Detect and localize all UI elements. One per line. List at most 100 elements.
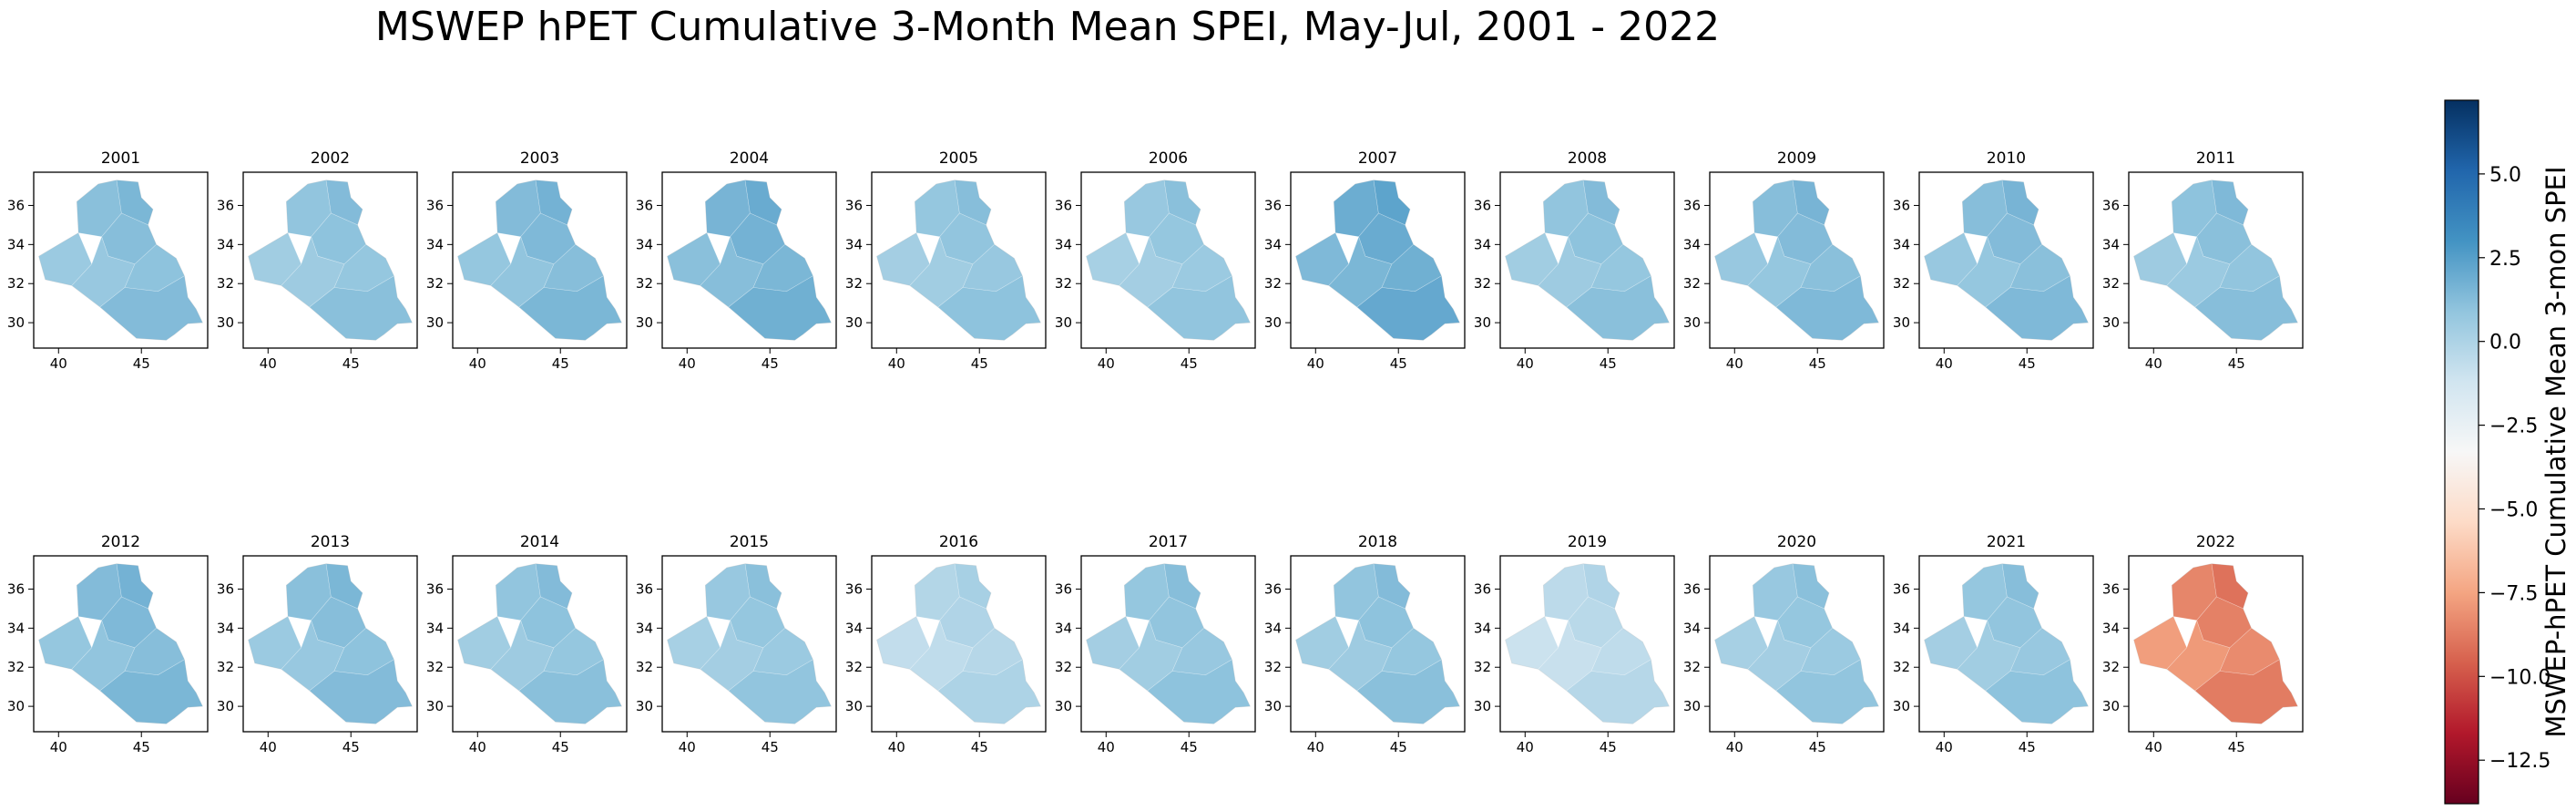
y-tick-label: 32: [2102, 659, 2120, 675]
y-tick-label: 32: [426, 275, 444, 292]
y-tick-label: 34: [1264, 236, 1282, 252]
y-tick-label: 34: [7, 620, 25, 636]
country-outline: [1505, 563, 1671, 724]
colorbar-tick-label: −5.0: [2489, 498, 2538, 521]
colorbar-tick-label: 5.0: [2489, 164, 2521, 187]
country-outline: [1086, 563, 1252, 724]
axes-frame: [1918, 555, 2094, 733]
y-tick-label: 36: [636, 197, 653, 213]
panel-title: 2010: [1987, 149, 2026, 168]
y-tick-label: 30: [1893, 698, 1910, 714]
x-tick-label: 45: [1809, 739, 1826, 755]
y-tick-label: 34: [7, 236, 25, 252]
country-outline: [38, 563, 204, 724]
y-tick-label: 36: [1893, 580, 1910, 597]
panel-title: 2017: [1149, 533, 1188, 551]
axes-frame: [33, 555, 209, 733]
x-tick-label: 45: [552, 355, 569, 372]
panel-title: 2020: [1777, 533, 1816, 551]
panel-title: 2007: [1358, 149, 1397, 168]
x-tick-label: 40: [260, 355, 277, 372]
map-panel-2019: 2019 40 45 30 32 34 36: [1474, 533, 1675, 755]
panel-title: 2006: [1149, 149, 1188, 168]
x-tick-label: 45: [1390, 355, 1407, 372]
axes-frame: [1709, 171, 1885, 349]
axes-frame: [661, 171, 837, 349]
map-panel-2020: 2020 40 45 30 32 34 36: [1683, 533, 1885, 755]
y-tick-label: 36: [845, 197, 863, 213]
y-tick-label: 34: [426, 620, 444, 636]
map-region: [2194, 275, 2298, 341]
axes-frame: [1080, 171, 1256, 349]
map-region: [99, 275, 203, 341]
map-panel-2014: 2014 40 45 30 32 34 36: [426, 533, 628, 755]
y-tick-label: 30: [845, 314, 863, 331]
map-region: [518, 275, 622, 341]
country-outline: [2133, 180, 2299, 341]
y-tick-label: 36: [1683, 580, 1701, 597]
y-tick-label: 34: [426, 236, 444, 252]
x-tick-label: 45: [1181, 739, 1198, 755]
y-tick-label: 30: [1893, 314, 1910, 331]
y-tick-label: 36: [7, 580, 25, 597]
x-tick-label: 45: [1600, 739, 1617, 755]
y-tick-label: 36: [426, 580, 444, 597]
figure-title: MSWEP hPET Cumulative 3-Month Mean SPEI,…: [374, 4, 1721, 50]
y-tick-label: 36: [1474, 580, 1491, 597]
axes-frame: [1499, 555, 1675, 733]
x-tick-label: 40: [469, 739, 486, 755]
axes-frame: [1918, 171, 2094, 349]
panel-title: 2002: [311, 149, 350, 168]
y-tick-label: 32: [636, 275, 653, 292]
y-tick-label: 32: [1683, 275, 1701, 292]
axes-frame: [452, 171, 628, 349]
x-tick-label: 45: [133, 355, 150, 372]
x-tick-label: 40: [1726, 739, 1743, 755]
map-panel-2010: 2010 40 45 30 32 34 36: [1893, 149, 2094, 372]
x-tick-label: 45: [2228, 739, 2245, 755]
panel-title: 2014: [520, 533, 559, 551]
x-tick-label: 40: [1726, 355, 1743, 372]
y-tick-label: 30: [1474, 314, 1491, 331]
y-tick-label: 32: [426, 659, 444, 675]
map-region: [1356, 659, 1460, 724]
x-tick-label: 40: [1307, 739, 1324, 755]
map-region: [2194, 659, 2298, 724]
x-tick-label: 40: [888, 739, 905, 755]
axes-frame: [242, 171, 418, 349]
y-tick-label: 34: [636, 620, 653, 636]
country-outline: [1924, 180, 2090, 341]
y-tick-label: 30: [7, 314, 25, 331]
x-tick-label: 45: [762, 739, 779, 755]
x-tick-label: 40: [1936, 355, 1953, 372]
map-panel-2008: 2008 40 45 30 32 34 36: [1474, 149, 1675, 372]
country-outline: [1714, 180, 1880, 341]
map-region: [1775, 275, 1879, 341]
country-outline: [876, 563, 1042, 724]
y-tick-label: 36: [1055, 580, 1072, 597]
country-outline: [457, 563, 623, 724]
x-tick-label: 45: [1809, 355, 1826, 372]
y-tick-label: 30: [1683, 314, 1701, 331]
y-tick-label: 32: [1055, 659, 1072, 675]
y-tick-label: 36: [2102, 197, 2120, 213]
y-tick-label: 30: [636, 314, 653, 331]
country-outline: [457, 180, 623, 341]
x-tick-label: 45: [1181, 355, 1198, 372]
map-panel-2021: 2021 40 45 30 32 34 36: [1893, 533, 2094, 755]
map-region: [728, 275, 832, 341]
country-outline: [667, 563, 833, 724]
y-tick-label: 30: [217, 698, 234, 714]
map-region: [309, 659, 413, 724]
y-tick-label: 30: [1055, 698, 1072, 714]
colorbar-tick-label: −12.5: [2489, 750, 2550, 773]
y-tick-label: 32: [7, 659, 25, 675]
y-tick-label: 32: [1474, 275, 1491, 292]
x-tick-label: 45: [2019, 355, 2036, 372]
x-tick-label: 45: [2019, 739, 2036, 755]
panel-title: 2012: [101, 533, 140, 551]
map-region: [728, 659, 832, 724]
y-tick-label: 32: [1893, 659, 1910, 675]
y-tick-label: 32: [217, 659, 234, 675]
